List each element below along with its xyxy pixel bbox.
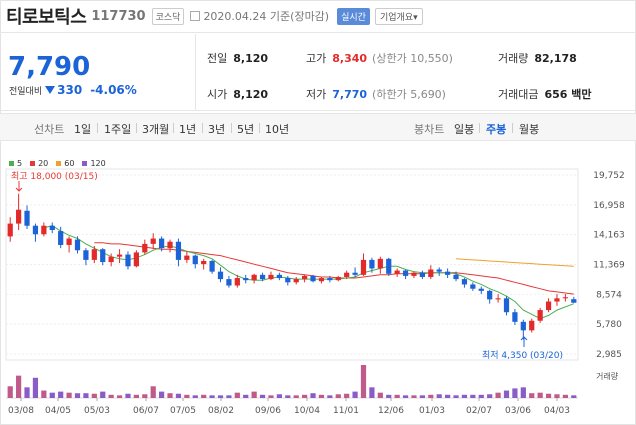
low-price: 저가 7,770 (하한가 5,690)	[306, 86, 446, 102]
volume-label: 거래량	[498, 52, 529, 65]
legend-ma20: 20	[30, 159, 48, 168]
divider	[136, 123, 137, 133]
tab-monthly[interactable]: 월봉	[519, 123, 540, 136]
lower-limit: (하한가 5,690)	[372, 88, 446, 101]
amount-label: 거래대금	[498, 88, 539, 101]
legend-swatch	[56, 161, 62, 166]
volume: 거래량 82,178	[498, 50, 577, 66]
legend-label: 5	[17, 159, 23, 168]
high-label: 고가	[306, 52, 327, 65]
realtime-button[interactable]: 실시간	[337, 7, 370, 25]
divider	[97, 123, 98, 133]
volume-value: 82,178	[534, 51, 577, 65]
current-price: 7,790	[8, 52, 91, 82]
legend-swatch	[9, 161, 14, 166]
stock-header: 티로보틱스 117730 코스닥 2020.04.24 기준(장마감) 실시간 …	[0, 0, 636, 33]
tab-3m[interactable]: 3개월	[142, 123, 170, 136]
tab-1w[interactable]: 1주일	[104, 123, 132, 136]
chevron-down-icon: ▾	[413, 12, 418, 23]
tab-daily[interactable]: 일봉	[454, 123, 475, 136]
price-change: 전일대비 330 -4.06%	[9, 83, 137, 97]
legend-swatch	[82, 161, 88, 166]
market-badge: 코스닥	[151, 7, 185, 25]
legend-ma120: 120	[82, 159, 106, 168]
calendar-icon	[190, 11, 201, 21]
stock-code: 117730	[91, 8, 146, 24]
tab-10y[interactable]: 10년	[265, 123, 290, 136]
date-label: 2020.04.24 기준(장마감)	[203, 10, 330, 23]
divider	[479, 123, 480, 133]
high-price: 고가 8,340 (상한가 10,550)	[306, 50, 453, 66]
prev-close: 전일 8,120	[207, 50, 268, 66]
ma-legend: 5 20 60 120	[9, 159, 114, 168]
low-label: 저가	[306, 88, 327, 101]
tab-1d[interactable]: 1일	[74, 123, 92, 136]
prev-close-value: 8,120	[233, 51, 269, 65]
line-chart-label: 선차트	[34, 123, 65, 136]
tab-3y[interactable]: 3년	[208, 123, 226, 136]
legend-label: 20	[38, 159, 49, 168]
open-label: 시가	[207, 88, 228, 101]
change-label: 전일대비	[9, 86, 43, 97]
tab-1y[interactable]: 1년	[179, 123, 197, 136]
open-price: 시가 8,120	[207, 86, 268, 102]
change-value: 330	[57, 83, 83, 97]
open-value: 8,120	[233, 87, 269, 101]
divider	[195, 34, 196, 110]
upper-limit: (상한가 10,550)	[372, 52, 453, 65]
legend-label: 120	[90, 159, 106, 168]
company-info-label: 기업개요	[379, 12, 414, 23]
legend-label: 60	[64, 159, 75, 168]
amount-value: 656 백만	[544, 88, 592, 101]
company-info-button[interactable]: 기업개요▾	[374, 7, 423, 25]
divider	[202, 123, 203, 133]
legend-ma60: 60	[56, 159, 74, 168]
stock-name[interactable]: 티로보틱스	[6, 7, 87, 28]
quote-panel	[0, 33, 636, 111]
trade-amount: 거래대금 656 백만	[498, 86, 592, 102]
divider	[512, 123, 513, 133]
tab-weekly[interactable]: 주봉	[486, 123, 507, 136]
date-text: 2020.04.24 기준(장마감)	[190, 8, 329, 24]
tab-5y[interactable]: 5년	[237, 123, 255, 136]
low-value: 7,770	[332, 87, 368, 101]
chart-tabs: 선차트 1일 1주일 3개월 1년 3년 5년 10년 봉차트 일봉 주봉 월봉	[0, 113, 636, 141]
prev-close-label: 전일	[207, 52, 228, 65]
divider	[259, 123, 260, 133]
legend-swatch	[30, 161, 36, 166]
legend-ma5: 5	[9, 159, 22, 168]
high-value: 8,340	[332, 51, 368, 65]
down-arrow-icon	[45, 86, 56, 94]
divider	[173, 123, 174, 133]
divider	[231, 123, 232, 133]
change-percent: -4.06%	[90, 83, 137, 97]
candle-chart-label: 봉차트	[414, 123, 445, 136]
